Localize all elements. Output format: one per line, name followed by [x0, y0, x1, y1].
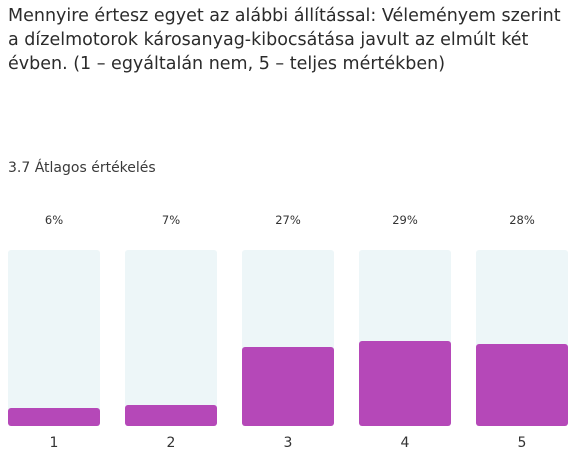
bar-value-label: 27%	[275, 213, 301, 227]
bar-track	[242, 250, 334, 426]
bar-track	[359, 250, 451, 426]
bar-track	[8, 250, 100, 426]
average-value: 3.7	[8, 160, 31, 176]
bar[interactable]	[242, 347, 334, 426]
bar-value-label: 29%	[392, 213, 418, 227]
bar[interactable]	[359, 341, 451, 426]
bar[interactable]	[8, 408, 100, 426]
category-tick-label: 3	[283, 435, 293, 451]
average-rating: 3.7 Átlagos értékelés	[8, 160, 156, 176]
question-text: Mennyire értesz egyet az alábbi állításs…	[8, 6, 561, 74]
category-tick-label: 5	[517, 435, 527, 451]
category-tick-label: 2	[166, 435, 176, 451]
category-tick-label: 4	[400, 435, 410, 451]
bar-value-label: 7%	[161, 213, 181, 227]
bar-track	[125, 250, 217, 426]
category-tick-label: 1	[49, 435, 59, 451]
average-label: Átlagos értékelés	[34, 160, 156, 176]
bar-value-label: 28%	[509, 213, 535, 227]
bar[interactable]	[476, 344, 568, 426]
bar-track	[476, 250, 568, 426]
bar[interactable]	[125, 405, 217, 426]
bar-value-label: 6%	[44, 213, 64, 227]
